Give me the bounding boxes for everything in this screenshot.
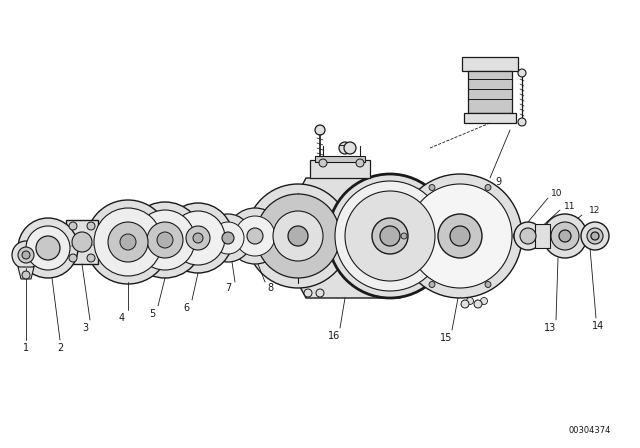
Circle shape [518, 69, 526, 77]
Circle shape [108, 222, 148, 262]
Text: 4: 4 [119, 313, 125, 323]
Polygon shape [398, 228, 452, 244]
Polygon shape [298, 178, 408, 298]
Text: 10: 10 [551, 189, 563, 198]
Circle shape [135, 210, 195, 270]
Circle shape [345, 191, 435, 281]
Text: 12: 12 [589, 206, 601, 215]
Circle shape [587, 228, 603, 244]
Circle shape [518, 118, 526, 126]
Circle shape [380, 226, 400, 246]
Text: 8: 8 [267, 283, 273, 293]
Text: 13: 13 [544, 323, 556, 333]
Circle shape [120, 234, 136, 250]
Circle shape [18, 247, 34, 263]
Circle shape [581, 222, 609, 250]
Circle shape [18, 218, 78, 278]
Circle shape [591, 232, 599, 240]
Text: 00304374: 00304374 [569, 426, 611, 435]
Circle shape [72, 232, 92, 252]
Circle shape [344, 142, 356, 154]
Circle shape [87, 222, 95, 230]
Polygon shape [66, 220, 98, 264]
Circle shape [87, 254, 95, 262]
Circle shape [339, 142, 351, 154]
Circle shape [12, 241, 40, 269]
Circle shape [450, 226, 470, 246]
Circle shape [438, 214, 482, 258]
Circle shape [163, 203, 233, 273]
Circle shape [372, 218, 408, 254]
Circle shape [256, 194, 340, 278]
Circle shape [94, 208, 162, 276]
Text: 7: 7 [225, 283, 231, 293]
Circle shape [69, 222, 77, 230]
Polygon shape [535, 224, 550, 248]
Circle shape [474, 300, 482, 308]
Circle shape [461, 300, 469, 308]
Bar [310, 160, 370, 178]
Circle shape [127, 202, 203, 278]
Circle shape [222, 232, 234, 244]
Circle shape [246, 184, 350, 288]
Circle shape [429, 185, 435, 190]
Bar [462, 57, 518, 71]
Circle shape [204, 214, 252, 262]
Circle shape [26, 226, 70, 270]
Circle shape [319, 159, 327, 167]
Text: 11: 11 [564, 202, 576, 211]
Bar [315, 156, 365, 162]
Circle shape [520, 228, 536, 244]
Circle shape [22, 271, 30, 279]
Circle shape [193, 233, 203, 243]
Circle shape [328, 174, 452, 298]
Circle shape [551, 222, 579, 250]
Text: 5: 5 [149, 309, 155, 319]
Circle shape [514, 222, 542, 250]
Circle shape [398, 174, 522, 298]
Circle shape [171, 211, 225, 265]
Circle shape [247, 228, 263, 244]
Circle shape [467, 297, 474, 305]
Circle shape [356, 159, 364, 167]
Circle shape [304, 289, 312, 297]
Text: 14: 14 [592, 321, 604, 331]
Circle shape [22, 251, 30, 259]
Text: 2: 2 [57, 343, 63, 353]
Circle shape [86, 200, 170, 284]
Circle shape [186, 226, 210, 250]
Text: 3: 3 [82, 323, 88, 333]
Text: 16: 16 [328, 331, 340, 341]
Circle shape [335, 181, 445, 291]
Bar [464, 113, 516, 123]
Circle shape [147, 222, 183, 258]
Circle shape [401, 233, 407, 239]
Circle shape [273, 211, 323, 261]
Text: 1: 1 [23, 343, 29, 353]
Circle shape [485, 281, 491, 288]
Circle shape [235, 216, 275, 256]
Circle shape [481, 297, 488, 305]
Circle shape [316, 289, 324, 297]
Circle shape [69, 254, 77, 262]
Text: 9: 9 [495, 177, 501, 187]
Circle shape [36, 236, 60, 260]
Polygon shape [18, 267, 34, 279]
Circle shape [513, 233, 519, 239]
Circle shape [429, 281, 435, 288]
Circle shape [485, 185, 491, 190]
Circle shape [408, 184, 512, 288]
Text: 6: 6 [183, 303, 189, 313]
Text: 15: 15 [440, 333, 452, 343]
Circle shape [227, 208, 283, 264]
Polygon shape [468, 71, 512, 113]
Circle shape [543, 214, 587, 258]
Circle shape [212, 222, 244, 254]
Circle shape [157, 232, 173, 248]
Circle shape [315, 125, 325, 135]
Circle shape [288, 226, 308, 246]
Circle shape [559, 230, 571, 242]
